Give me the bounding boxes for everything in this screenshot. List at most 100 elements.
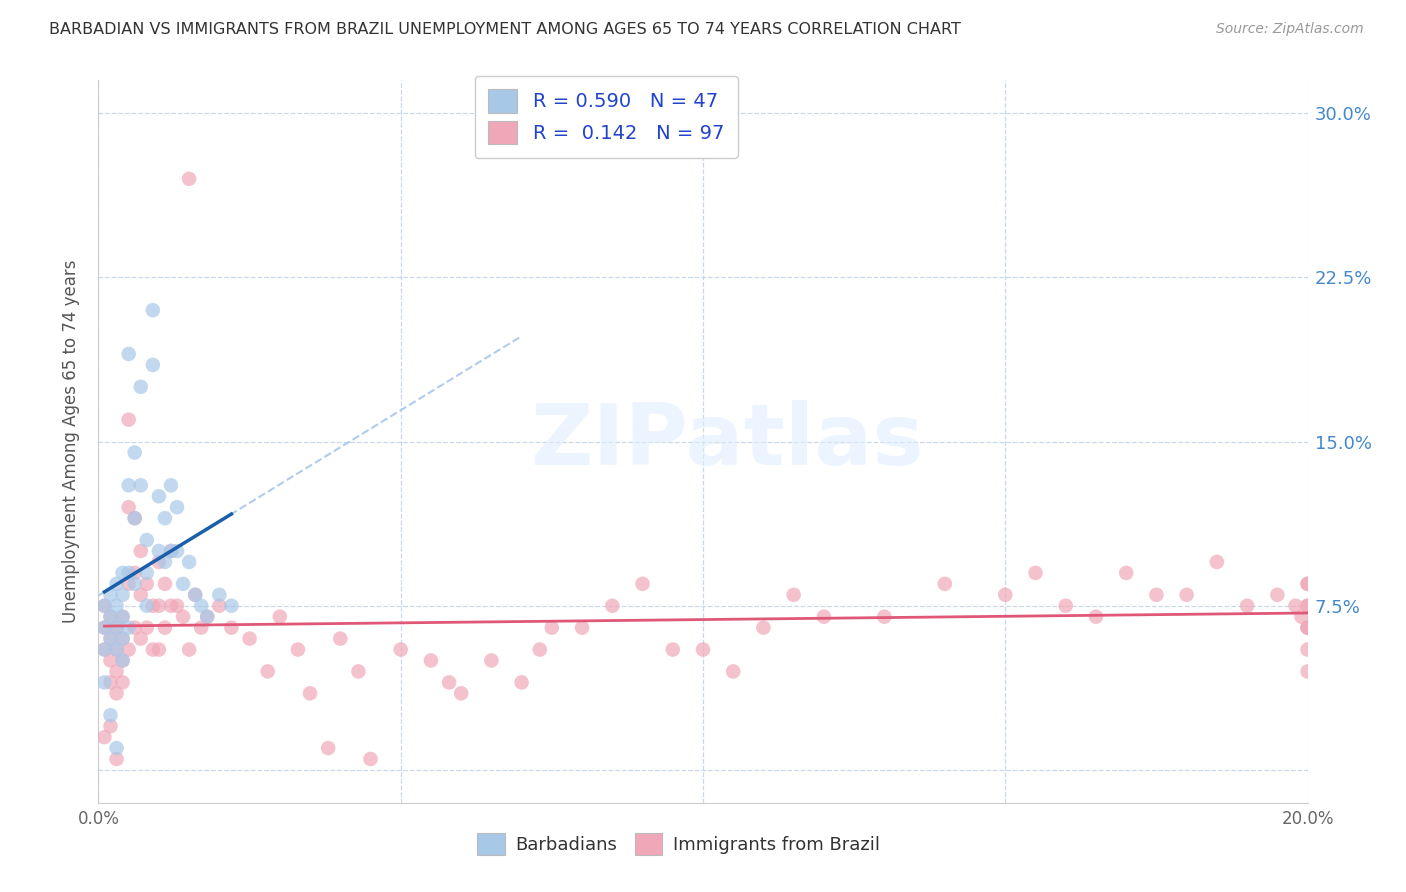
Point	[111, 609, 134, 624]
Point	[184, 588, 207, 602]
Point	[1115, 566, 1137, 580]
Point	[1085, 609, 1108, 624]
Point	[111, 675, 134, 690]
Legend: Barbadians, Immigrants from Brazil: Barbadians, Immigrants from Brazil	[470, 826, 887, 863]
Point	[723, 665, 745, 679]
Point	[153, 577, 176, 591]
Point	[160, 544, 183, 558]
Point	[118, 621, 141, 635]
Point	[1284, 599, 1306, 613]
Point	[166, 544, 188, 558]
Point	[105, 621, 128, 635]
Point	[190, 621, 212, 635]
Point	[994, 588, 1017, 602]
Point	[105, 577, 128, 591]
Point	[160, 544, 183, 558]
Point	[124, 566, 146, 580]
Point	[1296, 599, 1319, 613]
Point	[172, 577, 194, 591]
Point	[172, 609, 194, 624]
Point	[510, 675, 533, 690]
Point	[129, 544, 152, 558]
Point	[118, 566, 141, 580]
Point	[93, 621, 115, 635]
Point	[93, 730, 115, 744]
Point	[100, 632, 122, 646]
Point	[111, 653, 134, 667]
Point	[111, 653, 134, 667]
Point	[124, 621, 146, 635]
Point	[602, 599, 624, 613]
Point	[269, 609, 291, 624]
Point	[100, 609, 122, 624]
Point	[93, 599, 115, 613]
Point	[329, 632, 352, 646]
Point	[105, 621, 128, 635]
Point	[111, 609, 134, 624]
Point	[153, 555, 176, 569]
Point	[93, 599, 115, 613]
Point	[529, 642, 551, 657]
Text: ZIPatlas: ZIPatlas	[530, 400, 924, 483]
Point	[135, 577, 157, 591]
Point	[124, 511, 146, 525]
Point	[179, 642, 201, 657]
Point	[692, 642, 714, 657]
Point	[142, 599, 165, 613]
Point	[148, 555, 170, 569]
Point	[347, 665, 370, 679]
Point	[631, 577, 654, 591]
Point	[813, 609, 835, 624]
Point	[1296, 621, 1319, 635]
Point	[571, 621, 593, 635]
Point	[93, 642, 115, 657]
Point	[100, 675, 122, 690]
Point	[153, 511, 176, 525]
Point	[118, 478, 141, 492]
Point	[153, 621, 176, 635]
Point	[190, 599, 212, 613]
Point	[934, 577, 956, 591]
Point	[135, 533, 157, 547]
Point	[299, 686, 322, 700]
Point	[481, 653, 503, 667]
Point	[118, 642, 141, 657]
Point	[142, 642, 165, 657]
Point	[1296, 621, 1319, 635]
Point	[239, 632, 262, 646]
Point	[135, 599, 157, 613]
Point	[135, 566, 157, 580]
Point	[1024, 566, 1046, 580]
Y-axis label: Unemployment Among Ages 65 to 74 years: Unemployment Among Ages 65 to 74 years	[62, 260, 80, 624]
Point	[208, 599, 231, 613]
Point	[118, 577, 141, 591]
Point	[208, 588, 231, 602]
Point	[93, 675, 115, 690]
Point	[148, 599, 170, 613]
Point	[1296, 621, 1319, 635]
Point	[195, 609, 218, 624]
Point	[100, 708, 122, 723]
Point	[118, 347, 141, 361]
Point	[1175, 588, 1198, 602]
Point	[1206, 555, 1229, 569]
Point	[1296, 642, 1319, 657]
Point	[1296, 577, 1319, 591]
Point	[1296, 577, 1319, 591]
Point	[389, 642, 412, 657]
Point	[179, 555, 201, 569]
Point	[160, 599, 183, 613]
Point	[148, 544, 170, 558]
Point	[100, 719, 122, 733]
Point	[166, 599, 188, 613]
Point	[105, 741, 128, 756]
Point	[360, 752, 382, 766]
Point	[100, 588, 122, 602]
Point	[129, 588, 152, 602]
Point	[105, 599, 128, 613]
Point	[1144, 588, 1167, 602]
Text: BARBADIAN VS IMMIGRANTS FROM BRAZIL UNEMPLOYMENT AMONG AGES 65 TO 74 YEARS CORRE: BARBADIAN VS IMMIGRANTS FROM BRAZIL UNEM…	[49, 22, 962, 37]
Point	[124, 577, 146, 591]
Point	[142, 358, 165, 372]
Point	[184, 588, 207, 602]
